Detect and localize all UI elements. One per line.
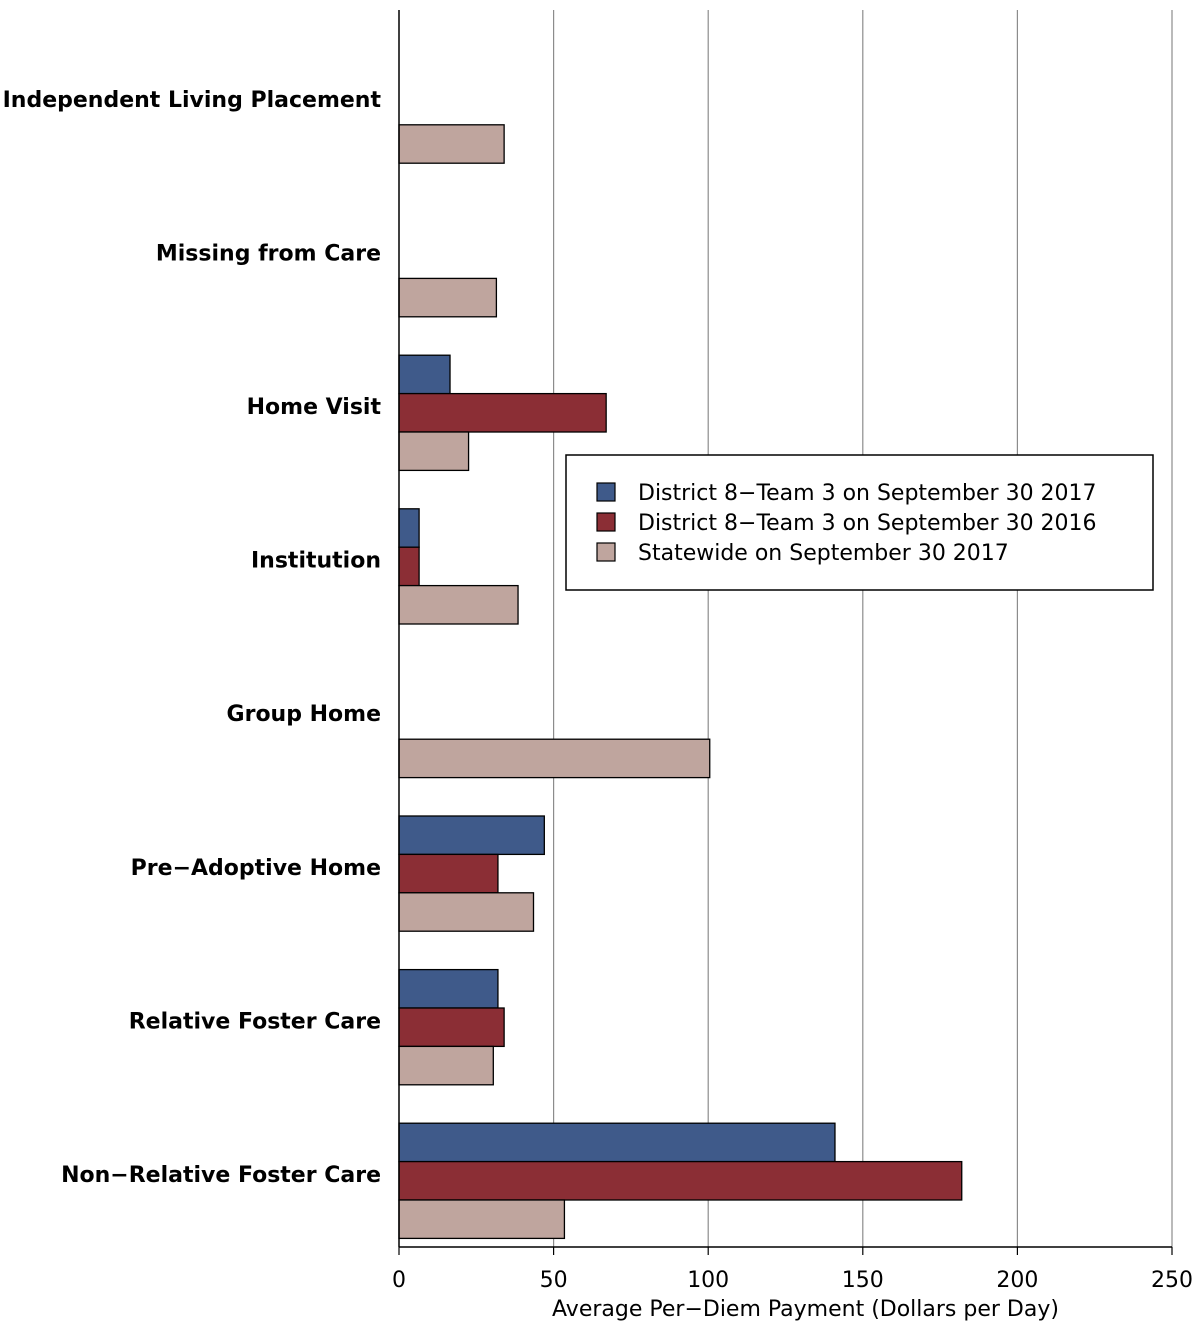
bar (398, 546, 420, 587)
category-label: Institution (251, 549, 381, 574)
bar (398, 392, 607, 433)
bar (398, 277, 498, 318)
legend-label: District 8−Team 3 on September 30 2016 (638, 511, 1097, 536)
legend-swatch (596, 482, 616, 502)
bar (398, 1122, 836, 1163)
legend-swatch (596, 542, 616, 562)
x-axis-title: Average Per−Diem Payment (Dollars per Da… (552, 1297, 1059, 1322)
axes (398, 10, 1172, 1248)
bar (398, 354, 451, 395)
bar (398, 1160, 963, 1201)
legend-label: Statewide on September 30 2017 (638, 541, 1009, 566)
x-tick-label: 250 (1151, 1268, 1193, 1293)
bar (398, 853, 499, 894)
bar (398, 508, 420, 548)
x-ticks: 0 50 100 150 200 250 (392, 1247, 1193, 1293)
bar (398, 584, 519, 625)
bars (398, 124, 963, 1240)
bar (398, 1199, 566, 1240)
legend-swatch (596, 512, 616, 532)
grid-lines (552, 10, 1173, 1247)
bar (398, 124, 505, 164)
bar (398, 1007, 505, 1048)
legend-box (565, 454, 1154, 591)
bar (398, 1045, 494, 1086)
legend-label: District 8−Team 3 on September 30 2017 (638, 481, 1097, 506)
legend: District 8−Team 3 on September 30 2017 Di… (565, 454, 1154, 591)
category-label: Group Home (227, 702, 381, 727)
bar (398, 892, 535, 932)
category-label: Non−Relative Foster Care (61, 1163, 381, 1188)
bar (398, 431, 470, 472)
bar (398, 815, 545, 856)
category-label: Relative Foster Care (129, 1009, 381, 1034)
x-tick-label: 200 (996, 1268, 1038, 1293)
category-label: Pre−Adoptive Home (131, 856, 381, 881)
category-label: Missing from Care (156, 241, 381, 266)
x-tick-label: 100 (687, 1268, 729, 1293)
x-tick-label: 0 (392, 1268, 406, 1293)
x-tick-label: 150 (842, 1268, 884, 1293)
x-tick-label: 50 (540, 1268, 568, 1293)
category-label: Independent Living Placement (3, 88, 382, 113)
bar (398, 968, 499, 1009)
category-labels: Independent Living Placement Missing from… (3, 88, 382, 1188)
bar (398, 738, 711, 779)
category-label: Home Visit (247, 395, 382, 420)
